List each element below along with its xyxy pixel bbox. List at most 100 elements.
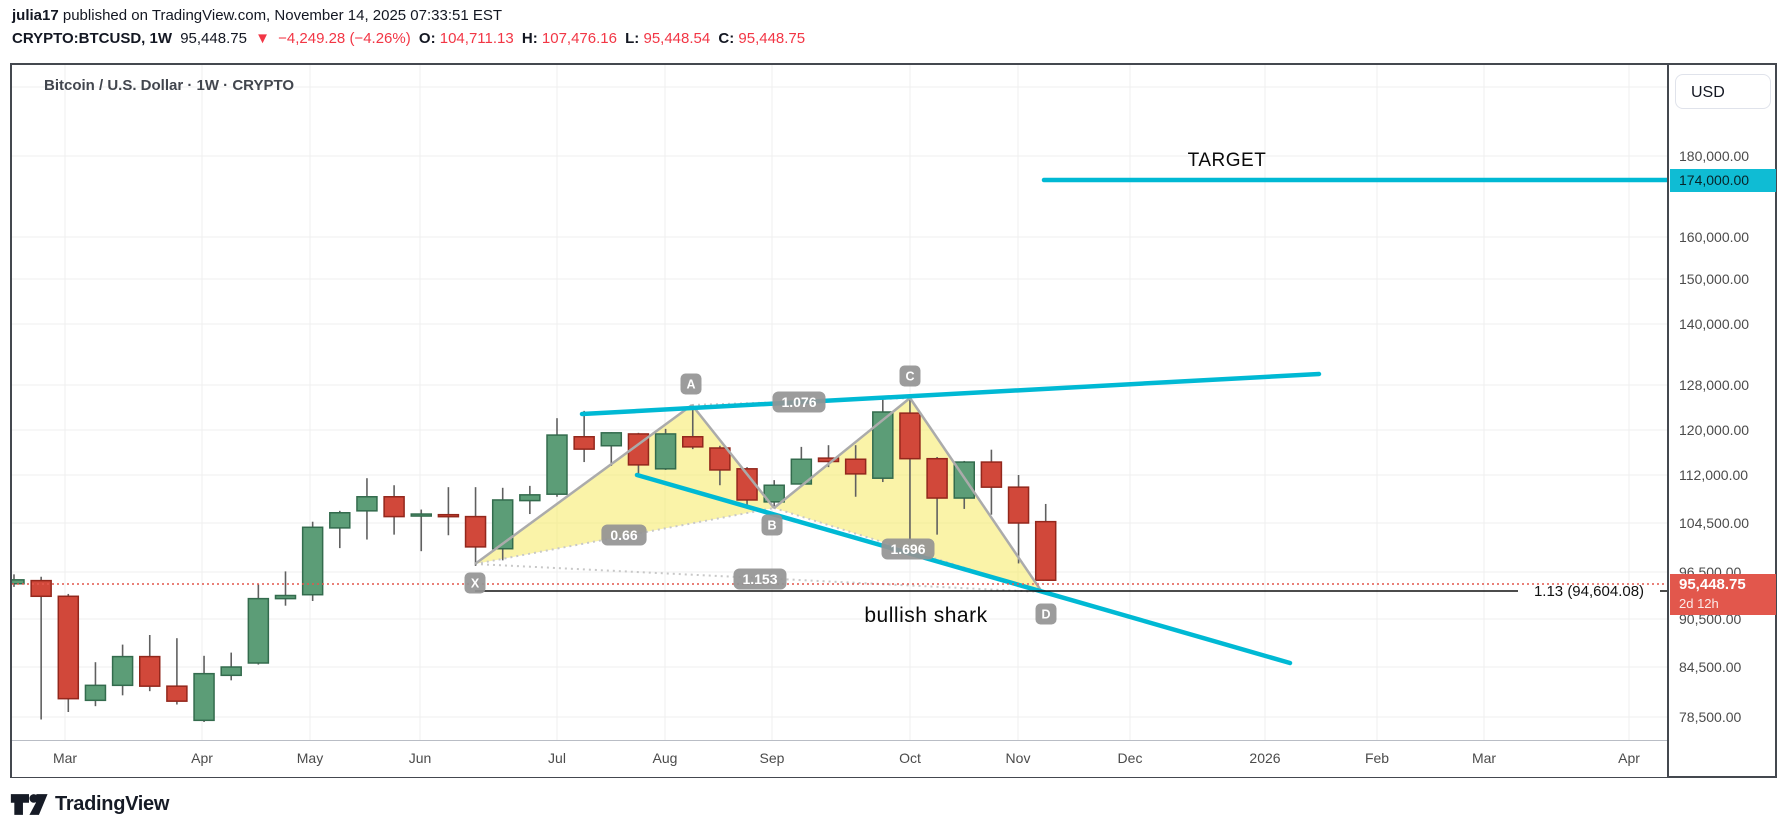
candle-body	[546, 434, 568, 495]
high-label: H:	[521, 30, 538, 47]
time-axis-label: May	[296, 750, 324, 766]
pattern-leg-line[interactable]	[908, 397, 1044, 593]
time-axis-label: 2026	[1249, 750, 1281, 766]
text-annotation[interactable]: TARGET	[1188, 150, 1267, 171]
candle-body	[763, 484, 785, 503]
symbol-name: CRYPTO:BTCUSD, 1W	[12, 30, 173, 47]
candle-body	[247, 597, 270, 664]
candle-body	[573, 436, 595, 450]
candle-body	[790, 458, 813, 485]
price-tick-label: 128,000.00	[1679, 377, 1750, 393]
level-line-label: 1.13 (94,604.08)	[1534, 583, 1644, 600]
candle-body	[682, 436, 704, 448]
candle-body	[410, 513, 432, 517]
chart-frame: Bitcoin / U.S. Dollar · 1W · CRYPTO 1.13…	[10, 63, 1777, 778]
candle-body	[111, 655, 134, 687]
price-tick-label: 78,500.00	[1679, 709, 1742, 725]
candle-body	[817, 457, 840, 463]
price-tick-label: 120,000.00	[1679, 422, 1750, 438]
candle-body	[274, 594, 297, 600]
pattern-ratio-value: 0.66	[610, 527, 637, 543]
pattern-leg-line[interactable]	[474, 403, 693, 566]
pattern-point-pill[interactable]	[680, 373, 702, 395]
candle-body	[654, 433, 677, 470]
price-tick-label: 180,000.00	[1679, 148, 1750, 164]
publish-info: julia17 published on TradingView.com, No…	[12, 7, 502, 24]
candle-body	[383, 496, 405, 518]
candle-body	[980, 461, 1003, 488]
candle-body	[301, 526, 324, 596]
candle-body	[193, 672, 215, 722]
trend-line[interactable]	[634, 472, 1293, 666]
close-label: C:	[718, 30, 735, 47]
last-price-value: 95,448.75	[1679, 576, 1746, 593]
last-price: 95,448.75	[180, 30, 247, 47]
time-axis-label: Jul	[548, 750, 566, 766]
price-tick-label: 84,500.00	[1679, 659, 1742, 675]
pattern-point-letter: B	[767, 519, 776, 533]
text-annotation[interactable]: bullish shark	[864, 604, 987, 627]
time-axis-label: Aug	[652, 750, 678, 766]
price-scale[interactable]: USD 174,000.00 95,448.75 2d 12h 180,000.…	[1667, 65, 1776, 776]
candle-body	[872, 411, 894, 479]
candle-body	[1007, 486, 1030, 524]
pattern-ratio-line[interactable]	[474, 507, 775, 565]
time-axis-label: Sep	[759, 750, 785, 766]
chart-canvas[interactable]: 1.13 (94,604.08) X A B C D 0.66 1.076 1.153 1.696…	[12, 65, 1669, 740]
candle-body	[464, 515, 487, 548]
pattern-point-letter: X	[471, 577, 480, 591]
time-axis-label: Apr	[1618, 750, 1640, 766]
price-tick-label: 160,000.00	[1679, 229, 1750, 245]
currency-button[interactable]: USD	[1675, 74, 1771, 109]
pattern-point-pill[interactable]	[899, 365, 921, 387]
price-tick-label: 150,000.00	[1679, 271, 1750, 287]
chart-title: Bitcoin / U.S. Dollar · 1W · CRYPTO	[44, 77, 295, 94]
footer-brand: TradingView	[10, 792, 169, 817]
candle-body	[519, 494, 541, 502]
candle-body	[166, 685, 188, 702]
candle-body	[220, 666, 242, 677]
pattern-ratio-pill[interactable]	[881, 538, 935, 560]
author-name: julia17	[12, 7, 59, 24]
candle-body	[926, 457, 948, 499]
time-axis[interactable]: Mar Apr May Jun Jul Aug Sep Oct Nov Dec 2026 Feb Mar…	[12, 740, 1667, 777]
candle-body	[57, 595, 80, 700]
pattern-ratio-pill[interactable]	[601, 524, 647, 546]
time-axis-label: Mar	[52, 750, 78, 766]
pattern-ratio-pill[interactable]	[772, 391, 826, 413]
candle-body	[844, 458, 867, 475]
publish-meta: published on TradingView.com, November 1…	[58, 7, 503, 24]
price-tick-label: 104,500.00	[1679, 515, 1750, 531]
time-axis-label: Feb	[1364, 750, 1390, 766]
brand-name: TradingView	[55, 793, 170, 815]
pattern-leg-line[interactable]	[773, 397, 911, 509]
pattern-point-pill[interactable]	[761, 514, 783, 536]
pattern-leg-line[interactable]	[691, 404, 775, 509]
price-change: −4,249.28 (−4.26%)	[278, 30, 411, 47]
down-triangle-icon: ▼	[255, 30, 270, 47]
time-axis-label: Oct	[899, 750, 921, 766]
price-plot[interactable]: Bitcoin / U.S. Dollar · 1W · CRYPTO 1.13…	[12, 65, 1669, 740]
pattern-ratio-value: 1.076	[781, 394, 816, 410]
candle-body	[899, 412, 921, 460]
open-label: O:	[418, 30, 436, 47]
trend-line[interactable]	[579, 371, 1322, 417]
price-tick-label: 112,000.00	[1679, 467, 1749, 483]
candle-body	[84, 684, 107, 702]
candle-body	[1034, 520, 1057, 581]
pattern-point-pill[interactable]	[1035, 603, 1057, 625]
candle-body	[329, 512, 351, 529]
candle-body	[12, 579, 25, 585]
candle-body	[437, 513, 460, 518]
pattern-point-pill[interactable]	[464, 572, 486, 594]
target-price-label[interactable]: 174,000.00	[1670, 169, 1776, 192]
low-value: 95,448.54	[643, 30, 711, 47]
time-axis-label: Dec	[1117, 750, 1143, 766]
low-label: L:	[625, 30, 640, 47]
close-value: 95,448.75	[738, 30, 806, 47]
pattern-ratio-pill[interactable]	[733, 568, 787, 590]
candle-body	[600, 432, 623, 447]
last-price-label[interactable]: 95,448.75 2d 12h	[1670, 574, 1776, 615]
pattern-fill[interactable]	[774, 398, 1042, 592]
